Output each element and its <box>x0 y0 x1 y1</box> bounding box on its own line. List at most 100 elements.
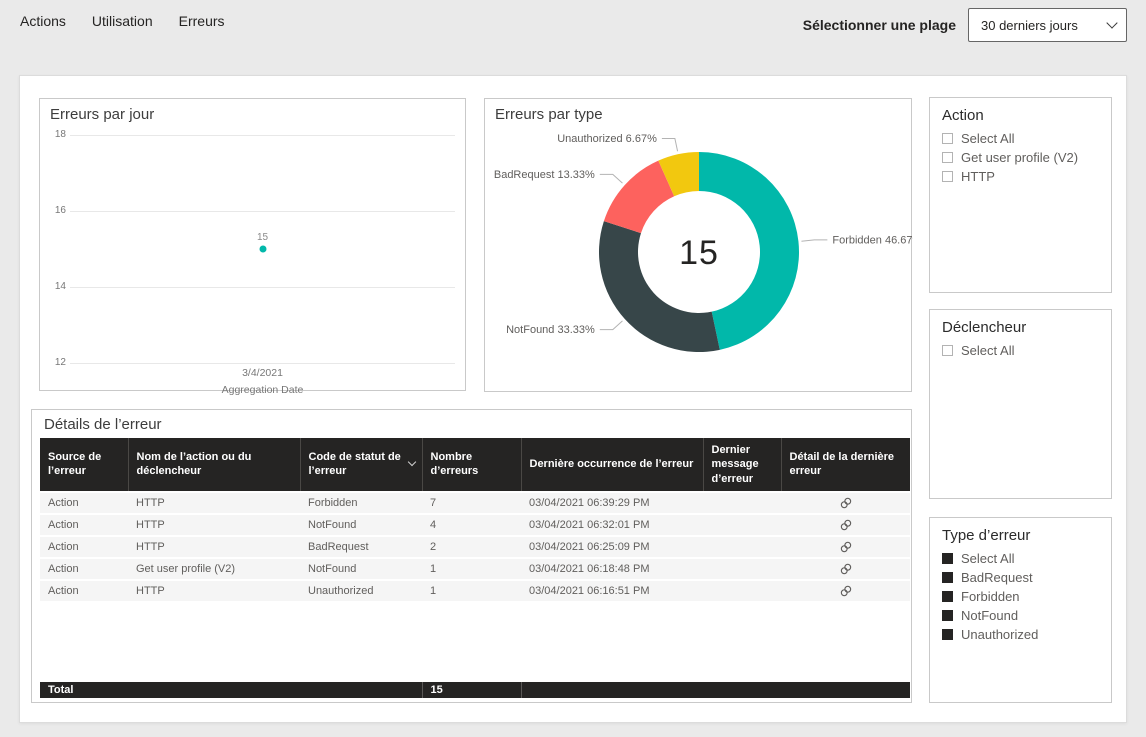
table-row[interactable]: Action HTTP Forbidden 7 03/04/2021 06:39:29 … <box>40 490 910 515</box>
error-type-option-select-all[interactable]: Select All <box>942 551 1099 566</box>
tab-actions[interactable]: Actions <box>20 13 66 29</box>
cell-name: Get user profile (V2) <box>128 557 300 581</box>
trigger-option-select-all[interactable]: Select All <box>942 343 1099 358</box>
action-option-http[interactable]: HTTP <box>942 169 1099 184</box>
link-icon[interactable] <box>839 496 853 510</box>
cell-detail <box>781 579 910 603</box>
error-details-title: Détails de l’erreur <box>44 416 162 433</box>
cell-count: 4 <box>422 513 521 537</box>
link-icon[interactable] <box>839 518 853 532</box>
total-empty-cell <box>520 680 703 700</box>
cell-detail <box>781 535 910 559</box>
checkbox-checked-icon[interactable] <box>942 572 953 583</box>
table-row[interactable]: Action Get user profile (V2) NotFound 1 03/0… <box>40 557 910 581</box>
y-axis-tick: 12 <box>54 357 66 368</box>
donut-leader-line <box>599 320 623 331</box>
y-axis-tick: 14 <box>54 281 66 292</box>
cell-last-occurrence: 03/04/2021 06:32:01 PM <box>521 513 703 537</box>
data-point-label: 15 <box>256 232 269 243</box>
action-option-get-user-profile-v2-[interactable]: Get user profile (V2) <box>942 150 1099 165</box>
tab-erreurs[interactable]: Erreurs <box>178 13 225 29</box>
cell-source: Action <box>40 535 128 559</box>
gridline <box>70 363 455 364</box>
action-option-select-all[interactable]: Select All <box>942 131 1099 146</box>
range-selector-label: Sélectionner une plage <box>802 17 956 33</box>
error-type-filter-panel: Type d’erreur Select All BadRequest Forbid… <box>929 517 1112 703</box>
cell-code: NotFound <box>300 513 422 537</box>
donut-label-forbidden: Forbidden 46.67% <box>832 234 913 246</box>
total-empty-cell <box>300 680 422 700</box>
checkbox-checked-icon[interactable] <box>942 629 953 640</box>
nav-tabs: Actions Utilisation Erreurs <box>20 13 225 29</box>
table-row[interactable]: Action HTTP BadRequest 2 03/04/2021 06:25:09… <box>40 535 910 559</box>
column-header-3[interactable]: Nombre d’erreurs <box>421 438 521 492</box>
cell-count: 1 <box>422 579 521 603</box>
detail-table: Source de l’erreur Nom de l’action ou du … <box>40 438 910 603</box>
trigger-filter-panel: Déclencheur Select All <box>929 309 1112 499</box>
cell-name: HTTP <box>128 490 300 515</box>
donut-slice-forbidden[interactable] <box>699 152 799 350</box>
cell-last-message <box>703 513 781 537</box>
top-navigation-bar: Actions Utilisation Erreurs Sélectionner u… <box>0 0 1146 55</box>
donut-label-badrequest: BadRequest 13.33% <box>494 169 595 181</box>
checkbox-unchecked-icon[interactable] <box>942 152 953 163</box>
option-label: Select All <box>961 131 1015 146</box>
cell-code: NotFound <box>300 557 422 581</box>
table-empty-area <box>40 602 911 680</box>
errors-by-type-panel: Erreurs par type Forbidden 46.67% NotFoun… <box>484 98 913 392</box>
column-header-1[interactable]: Nom de l’action ou du déclencheur <box>127 438 300 492</box>
cell-name: HTTP <box>128 535 300 559</box>
checkbox-checked-icon[interactable] <box>942 553 953 564</box>
y-axis-tick: 18 <box>54 129 66 140</box>
total-row-table: Total 15 <box>40 680 910 700</box>
option-label: NotFound <box>961 608 1019 623</box>
column-header-6[interactable]: Détail de la dernière erreur <box>780 438 910 492</box>
donut-slice-notfound[interactable] <box>599 221 720 352</box>
sort-chevron-icon[interactable] <box>407 458 416 467</box>
option-label: Forbidden <box>961 589 1020 604</box>
tab-utilisation[interactable]: Utilisation <box>91 13 153 29</box>
errors-by-type-title: Erreurs par type <box>495 106 603 123</box>
link-icon[interactable] <box>839 562 853 576</box>
cell-source: Action <box>40 490 128 515</box>
column-header-2[interactable]: Code de statut de l’erreur <box>299 438 422 492</box>
cell-detail <box>781 557 910 581</box>
y-axis-tick: 16 <box>54 205 66 216</box>
checkbox-unchecked-icon[interactable] <box>942 345 953 356</box>
column-header-4[interactable]: Dernière occurrence de l’erreur <box>520 438 703 492</box>
checkbox-unchecked-icon[interactable] <box>942 171 953 182</box>
checkbox-checked-icon[interactable] <box>942 591 953 602</box>
range-dropdown[interactable]: 30 derniers jours <box>968 8 1127 42</box>
donut-slice-badrequest[interactable] <box>603 160 675 234</box>
link-icon[interactable] <box>839 584 853 598</box>
link-icon[interactable] <box>839 540 853 554</box>
table-row[interactable]: Action HTTP NotFound 4 03/04/2021 06:32:01 P… <box>40 513 910 537</box>
donut-slice-unauthorized[interactable] <box>658 152 699 197</box>
data-point[interactable] <box>259 245 266 253</box>
x-axis-title: Aggregation Date <box>221 384 304 396</box>
error-type-option-unauthorized[interactable]: Unauthorized <box>942 627 1099 642</box>
column-header-0[interactable]: Source de l’erreur <box>40 438 128 492</box>
checkbox-checked-icon[interactable] <box>942 610 953 621</box>
cell-source: Action <box>40 557 128 581</box>
error-type-option-notfound[interactable]: NotFound <box>942 608 1099 623</box>
option-label: Select All <box>961 343 1015 358</box>
donut-label-notfound: NotFound 33.33% <box>506 324 595 336</box>
action-filter-panel: Action Select All Get user profile (V2) HT… <box>929 97 1112 293</box>
checkbox-unchecked-icon[interactable] <box>942 133 953 144</box>
range-dropdown-value: 30 derniers jours <box>981 17 1078 33</box>
cell-last-message <box>703 557 781 581</box>
total-label: Total <box>40 680 128 700</box>
errors-by-day-plot: 18 16 14 12 15 3/4/2021 Aggregation Date <box>55 129 455 396</box>
cell-last-occurrence: 03/04/2021 06:39:29 PM <box>521 490 703 515</box>
option-label: Unauthorized <box>961 627 1039 642</box>
donut-center-total: 15 <box>679 234 719 272</box>
cell-last-message <box>703 579 781 603</box>
error-type-option-forbidden[interactable]: Forbidden <box>942 589 1099 604</box>
cell-detail <box>781 513 910 537</box>
option-label: Select All <box>961 551 1015 566</box>
table-row[interactable]: Action HTTP Unauthorized 1 03/04/2021 06:16:… <box>40 579 910 603</box>
total-empty-cell <box>781 680 910 700</box>
column-header-5[interactable]: Dernier message d’erreur <box>702 438 781 492</box>
error-type-option-badrequest[interactable]: BadRequest <box>942 570 1099 585</box>
